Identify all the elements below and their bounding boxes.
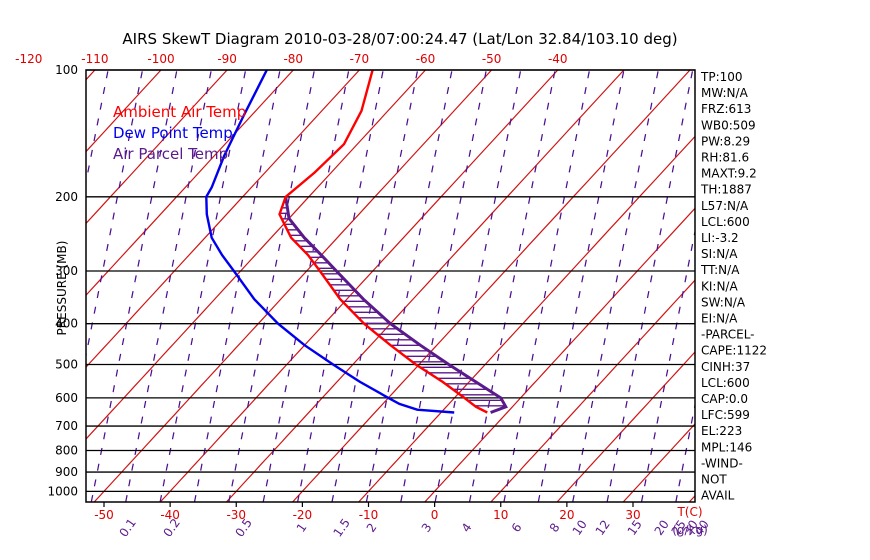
info-item-1: MW:N/A <box>701 86 749 100</box>
bottom-temp-label--30: -30 <box>226 508 246 522</box>
info-item-4: PW:8.29 <box>701 134 750 148</box>
info-item-25: NOT <box>701 473 727 487</box>
info-item-5: RH:81.6 <box>701 151 749 165</box>
mixing-ratio-label-0.1: 0.1 <box>117 516 139 540</box>
info-item-3: WB0:509 <box>701 118 756 132</box>
top-temp-label--50: -50 <box>482 52 502 66</box>
bottom-temp-label--50: -50 <box>94 508 114 522</box>
mixing-ratio-label-6: 6 <box>509 521 525 535</box>
mixing-ratio-lines <box>86 70 695 502</box>
pressure-tick-100: 100 <box>55 63 78 77</box>
mixing-ratio-label-3: 3 <box>419 521 435 535</box>
info-item-16: -PARCEL- <box>701 328 755 342</box>
bottom-temp-label--40: -40 <box>160 508 180 522</box>
x-axis-mixing-label: (g/kg) <box>672 523 708 537</box>
pressure-tick-200: 200 <box>55 190 78 204</box>
top-temp-label--80: -80 <box>283 52 303 66</box>
info-item-20: CAP:0.0 <box>701 392 748 406</box>
info-item-13: KI:N/A <box>701 279 738 293</box>
pressure-tick-500: 500 <box>55 358 78 372</box>
pressure-tick-600: 600 <box>55 391 78 405</box>
pressure-tick-1000: 1000 <box>47 484 78 498</box>
x-axis-temp-label: T(C) <box>676 505 702 519</box>
mixing-ratio-label-8: 8 <box>547 521 563 535</box>
info-item-18: CINH:37 <box>701 360 750 374</box>
pressure-tick-900: 900 <box>55 465 78 479</box>
mixing-ratio-label-4: 4 <box>459 521 475 535</box>
top-temp-label--40: -40 <box>548 52 568 66</box>
pressure-tick-300: 300 <box>55 264 78 278</box>
info-item-8: L57:N/A <box>701 199 749 213</box>
sounding-curves <box>205 70 508 414</box>
top-temp-label--120: -120 <box>15 52 42 66</box>
mixing-ratio-label-2: 2 <box>364 521 380 535</box>
mixing-ratio-label-1: 1 <box>294 521 310 535</box>
pressure-axis-ticks: 100 200 300 400 500 600 700 800 900 1000 <box>47 63 78 498</box>
mixing-ratio-label-1.5: 1.5 <box>331 516 353 540</box>
mixing-ratio-label-12: 12 <box>593 517 613 538</box>
legend: Ambient Air Temp Dew Point Temp Air Parcel… <box>113 103 246 163</box>
mixing-ratio-label-20: 20 <box>652 517 672 538</box>
info-item-7: TH:1887 <box>700 183 752 197</box>
bottom-temp-label-30: 30 <box>625 508 640 522</box>
legend-item-0: Ambient Air Temp <box>113 103 246 121</box>
info-panel: TP:100 MW:N/A FRZ:613 WB0:509 PW:8.29 RH:81.6… <box>700 70 767 503</box>
info-item-12: TT:N/A <box>700 263 740 277</box>
y-axis-label: PRESSURE (MB) <box>55 241 69 336</box>
bottom-temp-label-0: 0 <box>431 508 439 522</box>
info-item-0: TP:100 <box>700 70 743 84</box>
pressure-tick-800: 800 <box>55 444 78 458</box>
info-item-10: LI:-3.2 <box>701 231 739 245</box>
pressure-tick-400: 400 <box>55 317 78 331</box>
bottom-temp-label--10: -10 <box>359 508 379 522</box>
legend-item-2: Air Parcel Temp <box>113 145 228 163</box>
page-title: AIRS SkewT Diagram 2010-03-28/07:00:24.4… <box>122 30 678 48</box>
top-temp-label--60: -60 <box>416 52 436 66</box>
bottom-temp-label-20: 20 <box>559 508 574 522</box>
info-item-11: SI:N/A <box>701 247 738 261</box>
legend-item-1: Dew Point Temp <box>113 124 233 142</box>
plot-frame <box>85 69 696 503</box>
top-temp-label--90: -90 <box>217 52 237 66</box>
top-temp-label--110: -110 <box>81 52 108 66</box>
top-temp-label--70: -70 <box>350 52 370 66</box>
pressure-tick-700: 700 <box>55 419 78 433</box>
info-item-6: MAXT:9.2 <box>701 167 757 181</box>
info-item-23: MPL:146 <box>701 440 752 454</box>
info-item-24: -WIND- <box>701 456 743 470</box>
bottom-temperature-labels: -50 -40 -30 -20 -10 0 10 20 30 <box>94 502 641 522</box>
top-temp-label--100: -100 <box>147 52 174 66</box>
top-temperature-labels: -120 -110 -100 -90 -80 -70 -60 -50 -40 <box>15 52 567 66</box>
bottom-temp-label-10: 10 <box>493 508 508 522</box>
cape-hatch-region <box>279 201 506 407</box>
info-item-2: FRZ:613 <box>701 102 751 116</box>
info-item-26: AVAIL <box>701 489 735 503</box>
info-item-22: EL:223 <box>701 424 742 438</box>
info-item-14: SW:N/A <box>701 295 746 309</box>
info-item-21: LFC:599 <box>701 408 750 422</box>
info-item-17: CAPE:1122 <box>701 344 767 358</box>
bottom-temp-label--20: -20 <box>293 508 313 522</box>
info-item-15: EI:N/A <box>701 312 738 326</box>
info-item-9: LCL:600 <box>701 215 750 229</box>
info-item-19: LCL:600 <box>701 376 750 390</box>
